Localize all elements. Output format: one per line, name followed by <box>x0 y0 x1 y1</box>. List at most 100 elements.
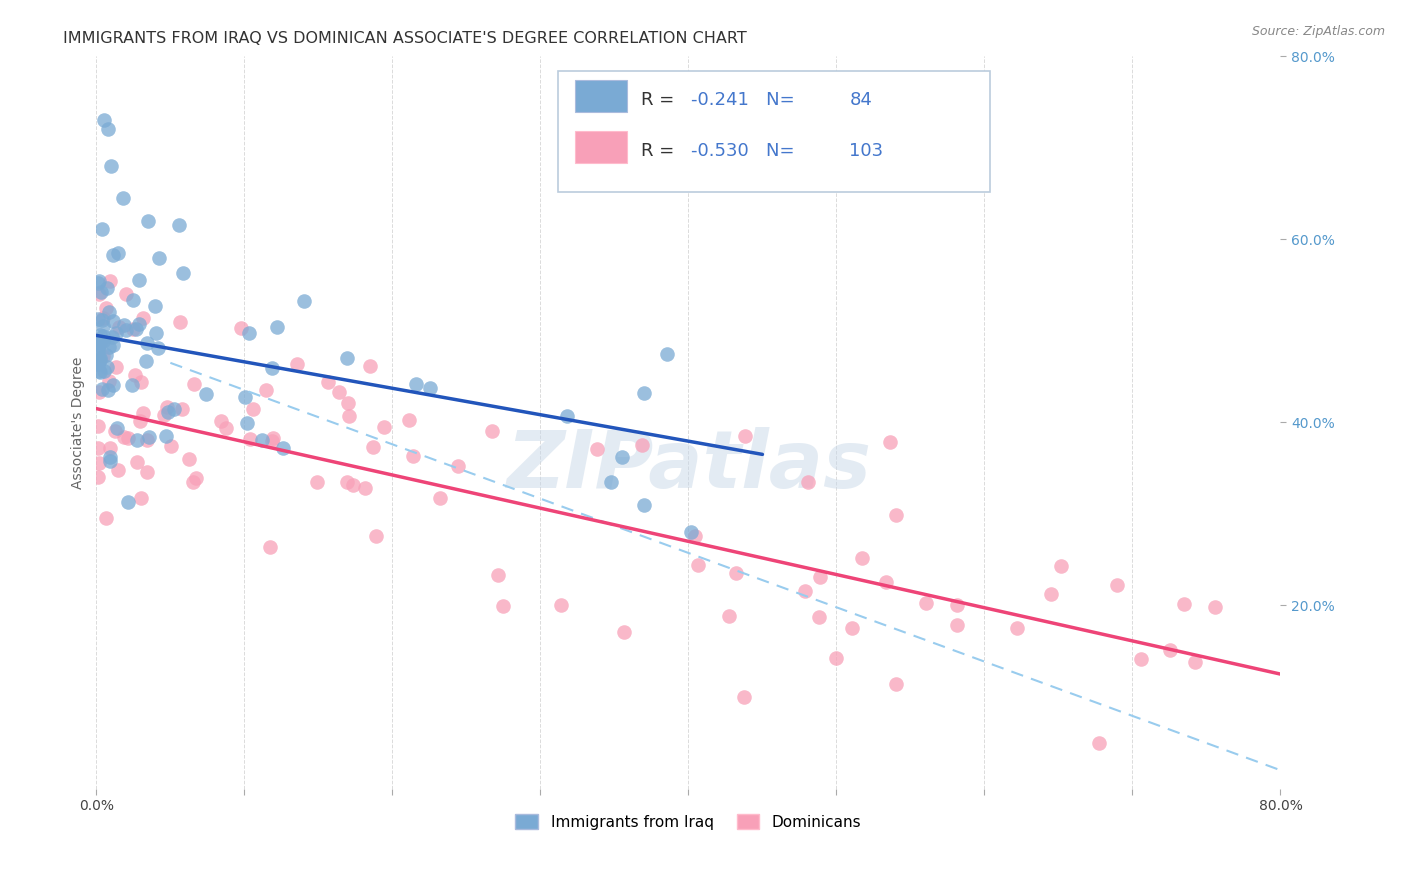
Point <box>87 357 110 371</box>
Point <box>633 386 655 401</box>
Point <box>851 551 873 566</box>
Point <box>492 599 515 613</box>
Point <box>195 387 218 401</box>
Point <box>90 221 112 235</box>
Point <box>98 374 121 388</box>
Point <box>94 511 117 525</box>
Point <box>107 319 129 334</box>
Point <box>285 357 308 371</box>
Point <box>1159 643 1181 657</box>
Point <box>89 365 111 379</box>
Point <box>91 334 114 348</box>
Point <box>105 359 128 374</box>
Point <box>794 584 817 599</box>
Point <box>328 384 350 399</box>
Point <box>101 338 124 352</box>
Point <box>316 375 339 389</box>
Point <box>89 351 111 366</box>
Point <box>87 353 110 368</box>
Point <box>1007 621 1029 635</box>
Point <box>122 322 145 336</box>
Point <box>186 471 208 485</box>
Point <box>90 285 112 299</box>
Point <box>841 621 863 635</box>
Point <box>1039 587 1062 601</box>
Point <box>1087 736 1109 750</box>
Point <box>734 429 756 443</box>
Point <box>342 478 364 492</box>
Point <box>630 438 652 452</box>
Point <box>262 434 284 449</box>
Point <box>254 383 277 397</box>
Point <box>124 368 146 382</box>
Point <box>96 348 118 362</box>
Point <box>114 323 136 337</box>
Text: R =: R = <box>641 91 681 109</box>
Point <box>183 376 205 391</box>
Point <box>117 494 139 508</box>
Point <box>117 431 139 445</box>
Point <box>884 676 907 690</box>
Point <box>808 570 831 584</box>
Point <box>104 326 127 340</box>
Point <box>87 335 110 350</box>
Point <box>129 414 152 428</box>
Point <box>181 475 204 489</box>
Point <box>100 450 122 464</box>
Point <box>419 381 441 395</box>
Point <box>87 456 110 470</box>
Point <box>359 359 381 373</box>
Point <box>209 414 232 428</box>
Point <box>93 113 115 128</box>
Point <box>271 441 294 455</box>
Point <box>946 618 969 632</box>
Point <box>233 391 256 405</box>
Point <box>91 310 114 325</box>
Point <box>136 433 159 447</box>
Point <box>373 419 395 434</box>
Point <box>89 338 111 352</box>
Point <box>1173 597 1195 611</box>
Point <box>128 273 150 287</box>
Point <box>87 287 110 301</box>
Point <box>132 406 155 420</box>
Point <box>98 453 121 467</box>
Point <box>153 408 176 422</box>
Point <box>89 353 111 368</box>
Point <box>101 314 124 328</box>
Point <box>429 491 451 505</box>
Point <box>156 401 179 415</box>
Point <box>808 610 831 624</box>
Point <box>89 328 111 343</box>
Point <box>107 463 129 477</box>
FancyBboxPatch shape <box>558 70 990 192</box>
Point <box>107 245 129 260</box>
Text: ZIPatlas: ZIPatlas <box>506 427 870 505</box>
Point <box>115 287 138 301</box>
Point <box>121 293 143 307</box>
Point <box>148 252 170 266</box>
Point <box>132 311 155 326</box>
Point <box>136 214 159 228</box>
Point <box>89 335 111 350</box>
Point <box>98 340 121 354</box>
Text: 84: 84 <box>849 91 872 109</box>
Point <box>363 440 385 454</box>
Point <box>87 469 110 483</box>
Point <box>91 382 114 396</box>
Point <box>97 383 120 397</box>
Point <box>148 341 170 355</box>
Point <box>96 359 118 374</box>
Point <box>101 330 124 344</box>
Point <box>305 475 328 490</box>
Point <box>97 122 120 136</box>
Point <box>169 315 191 329</box>
Legend: Immigrants from Iraq, Dominicans: Immigrants from Iraq, Dominicans <box>509 808 868 836</box>
Y-axis label: Associate's Degree: Associate's Degree <box>72 356 86 489</box>
Point <box>100 159 122 173</box>
Text: R =: R = <box>641 142 681 161</box>
Point <box>599 475 621 489</box>
Point <box>262 431 284 445</box>
Point <box>112 318 135 333</box>
FancyBboxPatch shape <box>575 131 627 163</box>
